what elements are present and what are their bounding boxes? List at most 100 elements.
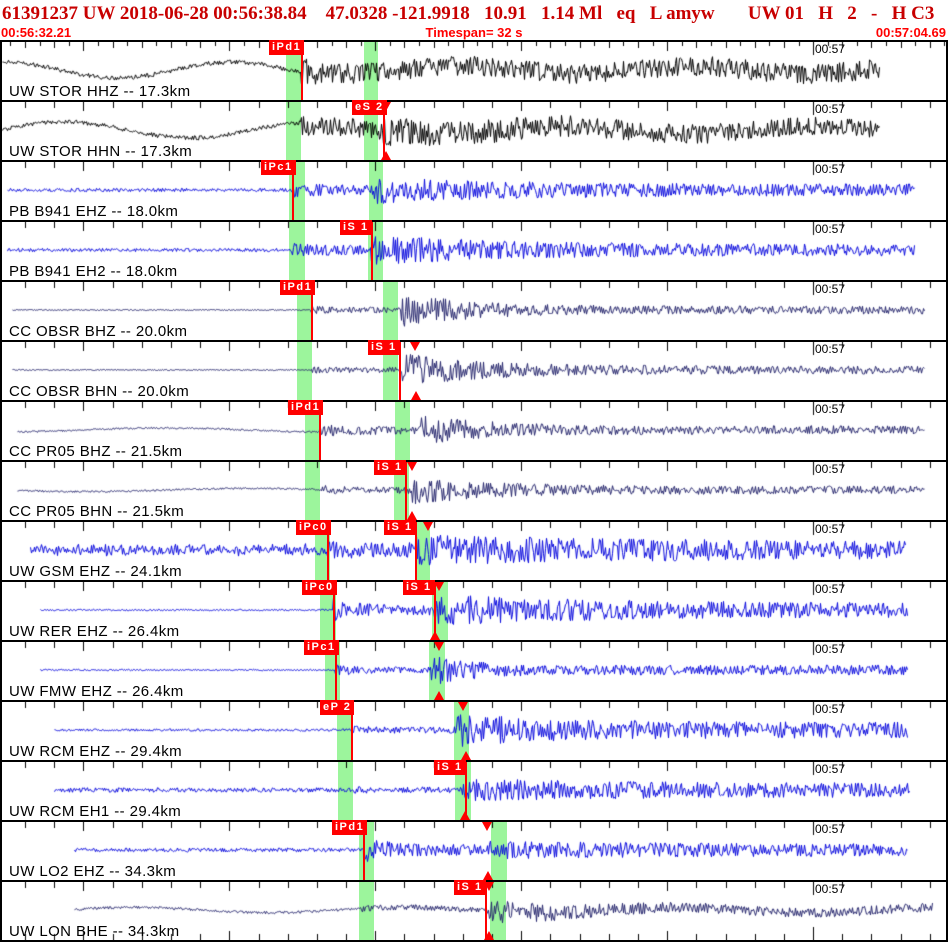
pick-triangle-icon (381, 102, 391, 111)
pick-triangle-icon (411, 391, 421, 400)
pick-line[interactable] (333, 582, 335, 640)
pick-label[interactable]: iS 1 (384, 520, 416, 535)
pick-label[interactable]: iPc1 (304, 640, 339, 655)
pick-triangle-icon (407, 511, 417, 520)
waveform-canvas[interactable] (2, 702, 946, 760)
pick-label[interactable]: iPc0 (296, 520, 331, 535)
pick-triangle-icon (483, 871, 493, 880)
pick-label[interactable]: iS 1 (434, 760, 466, 775)
pick-triangle-icon (410, 342, 420, 351)
pick-line[interactable] (351, 702, 353, 760)
pick-label[interactable]: iPc1 (261, 160, 296, 175)
trace-time-label: 00:57 (815, 522, 846, 536)
pick-line[interactable] (434, 582, 436, 640)
waveform-canvas[interactable] (2, 762, 946, 820)
pick-line[interactable] (371, 222, 373, 280)
waveform-canvas[interactable] (2, 582, 946, 640)
waveform-canvas[interactable] (2, 642, 946, 700)
timespan-label: Timespan= 32 s (425, 25, 523, 40)
pick-triangle-icon (430, 631, 440, 640)
trace-time-label: 00:57 (815, 462, 846, 476)
pick-label[interactable]: iPd1 (269, 40, 305, 55)
trace-row[interactable]: UW STOR HHN -- 17.3km 00:57 eS 2 (2, 100, 946, 160)
trace-row[interactable]: UW RCM EH1 -- 29.4km 00:57 iS 1 (2, 760, 946, 820)
pick-triangle-icon (434, 642, 444, 651)
pick-triangle-icon (434, 582, 444, 591)
pick-label[interactable]: iPd1 (332, 820, 368, 835)
station-label: UW LON BHE -- 34.3km (9, 923, 180, 940)
pick-triangle-icon (423, 522, 433, 531)
trace-row[interactable]: UW FMW EHZ -- 26.4km 00:57 iPc1 (2, 640, 946, 700)
waveform-canvas[interactable] (2, 462, 946, 520)
trace-list: UW STOR HHZ -- 17.3km 00:57 iPd1 UW STOR… (0, 40, 948, 942)
station-label: PB B941 EHZ -- 18.0km (9, 203, 179, 220)
pick-label[interactable]: iPc0 (302, 580, 337, 595)
trace-row[interactable]: UW STOR HHZ -- 17.3km 00:57 iPd1 (2, 40, 946, 100)
pick-label[interactable]: iS 1 (340, 220, 372, 235)
waveform-canvas[interactable] (2, 402, 946, 460)
trace-row[interactable]: UW LO2 EHZ -- 34.3km 00:57 iPd1 (2, 820, 946, 880)
station-label: UW RCM EHZ -- 29.4km (9, 743, 182, 760)
trace-time-label: 00:57 (815, 402, 846, 416)
trace-row[interactable]: UW GSM EHZ -- 24.1km 00:57 iPc0 iS 1 (2, 520, 946, 580)
pick-line[interactable] (465, 762, 467, 820)
pick-line[interactable] (292, 162, 294, 220)
pick-triangle-icon (460, 811, 470, 820)
trace-time-label: 00:57 (815, 162, 846, 176)
pick-line[interactable] (327, 522, 329, 580)
pick-line[interactable] (301, 42, 303, 100)
waveform-canvas[interactable] (2, 162, 946, 220)
window-start-time: 00:56:32.21 (1, 25, 72, 40)
pick-label[interactable]: iS 1 (374, 460, 406, 475)
station-label: CC PR05 BHN -- 21.5km (9, 503, 185, 520)
timeline-header: 00:56:32.21 Timespan= 32 s 00:57:04.69 (0, 26, 948, 40)
pick-label[interactable]: eP 2 (320, 700, 355, 715)
pick-line[interactable] (399, 342, 401, 400)
waveform-canvas[interactable] (2, 42, 946, 100)
pick-line[interactable] (405, 462, 407, 520)
waveform-canvas[interactable] (2, 282, 946, 340)
station-label: UW FMW EHZ -- 26.4km (9, 683, 184, 700)
pick-label[interactable]: iS 1 (368, 340, 400, 355)
trace-time-label: 00:57 (815, 882, 846, 896)
waveform-canvas[interactable] (2, 222, 946, 280)
pick-line[interactable] (363, 822, 365, 880)
pick-triangle-icon (407, 462, 417, 471)
pick-label[interactable]: iPd1 (280, 280, 316, 295)
pick-line[interactable] (485, 882, 487, 940)
waveform-canvas[interactable] (2, 522, 946, 580)
trace-row[interactable]: CC PR05 BHZ -- 21.5km 00:57 iPd1 (2, 400, 946, 460)
pick-label[interactable]: eS 2 (352, 100, 387, 115)
trace-row[interactable]: PB B941 EH2 -- 18.0km 00:57 iS 1 (2, 220, 946, 280)
pick-triangle-icon (461, 751, 471, 760)
pick-line[interactable] (383, 102, 385, 160)
trace-time-label: 00:57 (815, 42, 846, 56)
pick-label[interactable]: iS 1 (403, 580, 435, 595)
trace-row[interactable]: UW RCM EHZ -- 29.4km 00:57 eP 2 (2, 700, 946, 760)
trace-time-label: 00:57 (815, 642, 846, 656)
pick-line[interactable] (319, 402, 321, 460)
trace-time-label: 00:57 (815, 822, 846, 836)
waveform-canvas[interactable] (2, 342, 946, 400)
waveform-canvas[interactable] (2, 822, 946, 880)
trace-time-label: 00:57 (815, 102, 846, 116)
station-label: UW RCM EH1 -- 29.4km (9, 803, 182, 820)
trace-row[interactable]: UW LON BHE -- 34.3km 00:57 iS 1 (2, 880, 946, 940)
pick-line[interactable] (415, 522, 417, 580)
trace-row[interactable]: PB B941 EHZ -- 18.0km 00:57 iPc1 (2, 160, 946, 220)
pick-label[interactable]: iS 1 (454, 880, 486, 895)
trace-time-label: 00:57 (815, 702, 846, 716)
pick-line[interactable] (335, 642, 337, 700)
waveform-canvas[interactable] (2, 102, 946, 160)
pick-line[interactable] (311, 282, 313, 340)
window-end-time: 00:57:04.69 (875, 25, 946, 40)
pick-label[interactable]: iPd1 (288, 400, 324, 415)
trace-row[interactable]: CC OBSR BHZ -- 20.0km 00:57 iPd1 (2, 280, 946, 340)
station-label: UW RER EHZ -- 26.4km (9, 623, 180, 640)
trace-row[interactable]: CC OBSR BHN -- 20.0km 00:57 iS 1 (2, 340, 946, 400)
trace-row[interactable]: UW RER EHZ -- 26.4km 00:57 iPc0 iS 1 (2, 580, 946, 640)
station-label: CC PR05 BHZ -- 21.5km (9, 443, 183, 460)
pick-triangle-icon (381, 151, 391, 160)
trace-row[interactable]: CC PR05 BHN -- 21.5km 00:57 iS 1 (2, 460, 946, 520)
